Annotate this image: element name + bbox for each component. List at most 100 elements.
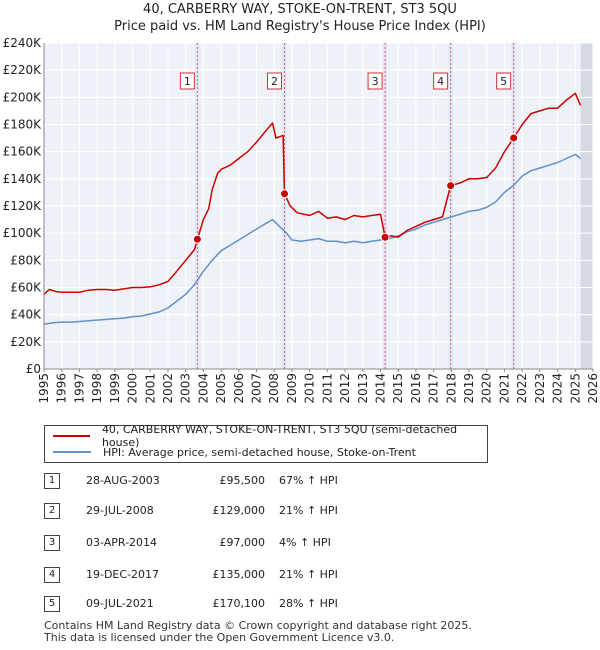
x-tick-label: 2008	[267, 373, 281, 404]
y-tick-label: £120K	[3, 199, 43, 213]
x-tick-label: 2009	[285, 373, 299, 404]
sale-number-box: 4	[433, 72, 449, 90]
price-chart: 1 2 3 4 5 £0 £20K £40K £60K £80K £100K £120K £140K £1…	[3, 36, 600, 404]
sale-point	[192, 234, 202, 244]
y-tick-label: £80K	[10, 253, 42, 267]
table-row: 4 19-DEC-2017 £135,000 21% ↑ HPI	[44, 567, 464, 583]
y-tick-label: £160K	[3, 145, 43, 159]
x-tick-label: 1999	[108, 373, 122, 404]
x-tick-label: 2014	[373, 373, 387, 404]
y-tick-label: £200K	[3, 90, 43, 104]
x-tick-label: 2010	[303, 373, 317, 404]
x-tick-label: 1998	[90, 373, 104, 404]
sale-point	[446, 181, 456, 191]
x-tick-label: 2020	[480, 373, 494, 404]
sale-number-badge: 3	[44, 535, 60, 551]
footer-license: This data is licensed under the Open Gov…	[44, 631, 395, 644]
legend-item-property: 40, CARBERRY WAY, STOKE-ON-TRENT, ST3 5Q…	[53, 423, 487, 449]
y-tick-label: £0	[26, 362, 41, 376]
sale-hpi-change: 67% ↑ HPI	[279, 474, 338, 487]
sale-price: £170,100	[212, 597, 266, 610]
sale-number-box: 2	[266, 72, 282, 90]
table-row: 5 09-JUL-2021 £170,100 28% ↑ HPI	[44, 596, 464, 612]
y-tick-label: £40K	[10, 308, 42, 322]
x-tick-label: 2005	[214, 373, 228, 404]
legend-label-hpi: HPI: Average price, semi-detached house,…	[103, 445, 416, 459]
sale-hpi-change: 21% ↑ HPI	[279, 504, 338, 517]
y-tick-label: £240K	[3, 36, 43, 50]
sale-highlight-band	[511, 43, 516, 369]
sale-point	[279, 189, 289, 199]
x-tick-label: 2021	[497, 373, 511, 404]
x-tick-label: 2016	[409, 373, 423, 404]
x-tick-label: 2026	[586, 373, 600, 404]
x-tick-label: 2001	[143, 373, 157, 404]
sale-date: 29-JUL-2008	[86, 504, 154, 517]
sale-price: £95,500	[219, 474, 266, 487]
sale-price: £97,000	[219, 536, 266, 549]
legend-label-property: 40, CARBERRY WAY, STOKE-ON-TRENT, ST3 5Q…	[101, 423, 458, 449]
y-tick-label: £220K	[3, 63, 43, 77]
x-tick-label: 2011	[320, 373, 334, 404]
x-tick-label: 2015	[391, 373, 405, 404]
sale-number-label: 4	[437, 75, 444, 88]
sale-number-badge: 2	[44, 503, 60, 519]
x-tick-label: 2022	[515, 373, 529, 404]
x-tick-label: 2017	[427, 373, 441, 404]
sale-number-frame	[433, 72, 449, 90]
sale-highlight-band	[282, 43, 287, 369]
table-row: 2 29-JUL-2008 £129,000 21% ↑ HPI	[44, 503, 464, 519]
y-tick-label: £20K	[10, 335, 42, 349]
x-tick-label: 2019	[462, 373, 476, 404]
sale-number-box: 3	[367, 72, 383, 90]
sale-number-badge: 4	[44, 567, 60, 583]
x-tick-label: 2007	[250, 373, 264, 404]
sale-hpi-change: 28% ↑ HPI	[279, 597, 338, 610]
x-tick-label: 2018	[444, 373, 458, 404]
sale-price: £135,000	[212, 568, 266, 581]
table-row: 1 28-AUG-2003 £95,500 67% ↑ HPI	[44, 473, 464, 489]
footer-attribution: Contains HM Land Registry data © Crown c…	[44, 620, 472, 644]
sale-number-label: 2	[271, 75, 278, 88]
sale-hpi-change: 4% ↑ HPI	[279, 536, 331, 549]
sale-number-box: 1	[179, 72, 195, 90]
sale-number-badge: 1	[44, 473, 60, 489]
sale-number-box: 5	[496, 72, 512, 90]
sale-highlight-band	[195, 43, 200, 369]
sale-date: 19-DEC-2017	[86, 568, 160, 581]
x-tick-label: 2004	[196, 373, 210, 404]
sale-number-frame	[266, 72, 282, 90]
sale-highlight-band	[448, 43, 453, 369]
x-tick-label: 2024	[551, 373, 565, 404]
y-tick-label: £100K	[3, 226, 43, 240]
chart-subtitle: Price paid vs. HM Land Registry's House …	[114, 19, 486, 34]
x-tick-label: 2023	[533, 373, 547, 404]
footer-copyright: Contains HM Land Registry data © Crown c…	[44, 619, 472, 632]
x-tick-label: 1995	[37, 373, 51, 404]
x-tick-label: 2025	[568, 373, 582, 404]
property-price-line	[43, 92, 582, 295]
legend: 40, CARBERRY WAY, STOKE-ON-TRENT, ST3 5Q…	[44, 423, 488, 463]
sale-date: 03-APR-2014	[86, 536, 158, 549]
hpi-line	[43, 153, 582, 325]
x-tick-label: 1997	[72, 373, 86, 404]
sale-point	[509, 133, 519, 143]
sale-number-frame	[179, 72, 195, 90]
sale-number-frame	[496, 72, 512, 90]
sale-point	[380, 232, 390, 242]
sale-number-frame	[367, 72, 383, 90]
sale-date: 09-JUL-2021	[86, 597, 154, 610]
table-row: 3 03-APR-2014 £97,000 4% ↑ HPI	[44, 535, 464, 551]
y-tick-label: £180K	[3, 118, 43, 132]
x-tick-label: 1996	[55, 373, 69, 404]
x-tick-label: 2002	[161, 373, 175, 404]
sale-hpi-change: 21% ↑ HPI	[279, 568, 338, 581]
legend-swatch-hpi	[53, 451, 91, 453]
sale-number-label: 3	[372, 75, 379, 88]
x-tick-label: 2000	[126, 373, 140, 404]
x-tick-label: 2013	[356, 373, 370, 404]
sale-date: 28-AUG-2003	[86, 474, 160, 487]
sale-highlight-band	[383, 43, 388, 369]
sale-number-badge: 5	[44, 596, 60, 612]
sale-number-label: 1	[184, 75, 191, 88]
